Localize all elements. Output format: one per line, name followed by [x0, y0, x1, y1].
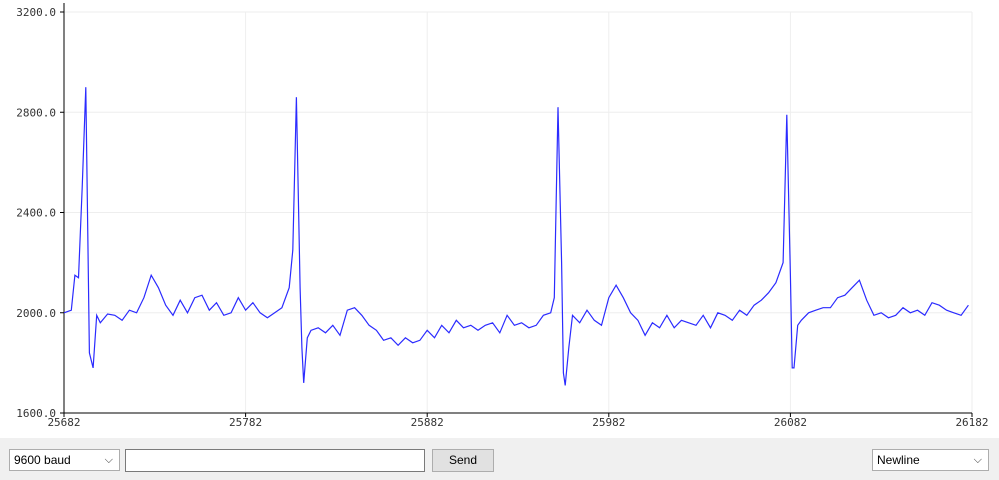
x-tick-label: 25882 [411, 416, 444, 429]
series-line [63, 87, 969, 386]
chart-ticks: 25682 25782 25882 25982 26082 26182 3200.0 2800… [16, 6, 988, 429]
y-tick-label: 2000.0 [16, 307, 56, 320]
line-ending-select[interactable]: Newline ⌵ [872, 449, 989, 471]
send-button[interactable]: Send [432, 449, 494, 472]
y-tick-label: 3200.0 [16, 6, 56, 19]
x-tick-label: 25782 [229, 416, 262, 429]
serial-plotter-chart: 25682 25782 25882 25982 26082 26182 3200.0 2800… [16, 3, 989, 429]
baud-rate-select[interactable]: 9600 baud ⌵ [9, 449, 120, 471]
x-tick-label: 25682 [47, 416, 80, 429]
x-tick-label: 25982 [592, 416, 625, 429]
chevron-down-icon: ⌵ [104, 454, 113, 466]
serial-control-bar: 9600 baud ⌵ Send Newline ⌵ [0, 438, 999, 480]
y-tick-label: 2800.0 [16, 106, 56, 119]
baud-rate-value: 9600 baud [14, 453, 71, 467]
line-ending-value: Newline [877, 453, 920, 467]
serial-input[interactable] [125, 449, 425, 472]
x-tick-label: 26182 [955, 416, 988, 429]
y-tick-label: 2400.0 [16, 207, 56, 220]
chart-series [63, 87, 969, 386]
chart-grid [63, 11, 973, 414]
chart-axes [63, 3, 972, 414]
chevron-down-icon: ⌵ [973, 454, 982, 466]
x-tick-label: 26082 [774, 416, 807, 429]
y-tick-label: 1600.0 [16, 407, 56, 420]
